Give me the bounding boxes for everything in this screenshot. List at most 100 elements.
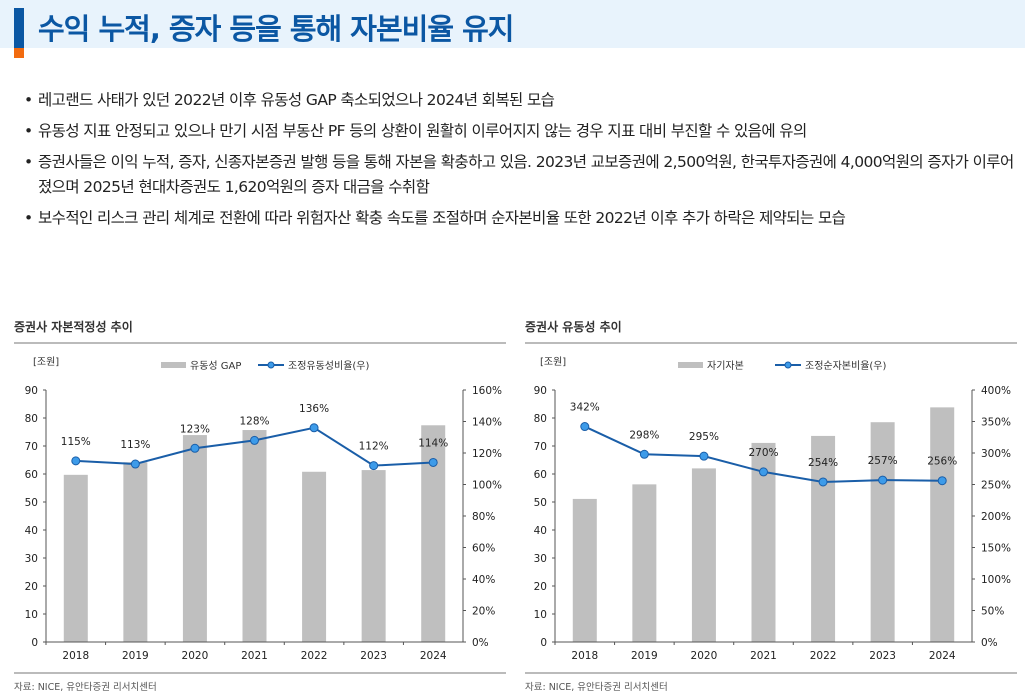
legend-bar-label: 자기자본: [707, 360, 744, 372]
line-marker: [699, 451, 709, 461]
legend-line-marker: [267, 361, 275, 369]
right-tick-label: 400%: [981, 385, 1011, 397]
left-tick-label: 60: [534, 469, 547, 481]
data-label: 256%: [927, 456, 957, 468]
title-accent-blue: [14, 8, 24, 48]
left-tick-label: 70: [25, 441, 38, 453]
divider: [14, 672, 506, 674]
right-tick-label: 0%: [981, 637, 998, 649]
divider: [525, 342, 1017, 344]
bullet-item: • 유동성 지표 안정되고 있으나 만기 시점 부동산 PF 등의 상환이 원활히…: [24, 119, 1014, 144]
right-tick-label: 120%: [472, 448, 502, 460]
bar: [930, 407, 955, 642]
data-label: 115%: [61, 436, 91, 448]
data-label: 270%: [748, 447, 778, 459]
line-marker: [369, 461, 379, 471]
legend-bar-swatch: [678, 362, 703, 368]
data-label: 113%: [120, 439, 150, 451]
data-label: 295%: [689, 431, 719, 443]
left-tick-label: 50: [534, 497, 547, 509]
left-tick-label: 50: [25, 497, 38, 509]
right-tick-label: 140%: [472, 417, 502, 429]
data-label: 123%: [180, 423, 210, 435]
x-tick-label: 2019: [122, 650, 149, 662]
right-tick-label: 350%: [981, 417, 1011, 429]
bullet-text: 레고랜드 사태가 있던 2022년 이후 유동성 GAP 축소되었으나 2024…: [38, 91, 555, 109]
left-tick-label: 20: [534, 581, 547, 593]
bullet-text: 유동성 지표 안정되고 있으나 만기 시점 부동산 PF 등의 상환이 원활히 …: [38, 122, 807, 140]
bar: [870, 422, 895, 642]
data-label: 112%: [359, 441, 389, 453]
x-tick-label: 2023: [869, 650, 896, 662]
left-tick-label: 20: [25, 581, 38, 593]
line-marker: [818, 477, 828, 487]
line-marker: [250, 435, 259, 445]
left-tick-label: 80: [25, 413, 38, 425]
bullet-dot: •: [24, 91, 33, 109]
left-tick-label: 80: [534, 413, 547, 425]
bullet-item: • 보수적인 리스크 관리 체계로 전환에 따라 위험자산 확충 속도를 조절하며…: [24, 206, 1014, 231]
legend-line-label: 조정유동성비율(우): [288, 360, 370, 372]
x-tick-label: 2021: [241, 650, 268, 662]
line-marker: [190, 443, 200, 453]
x-tick-label: 2018: [62, 650, 89, 662]
unit-label: [조원]: [540, 356, 566, 368]
line-marker: [130, 459, 140, 469]
data-label: 342%: [570, 402, 600, 414]
x-tick-label: 2020: [691, 650, 718, 662]
bar: [63, 474, 88, 642]
x-tick-label: 2024: [420, 650, 447, 662]
right-tick-label: 300%: [981, 448, 1011, 460]
x-tick-label: 2020: [182, 650, 209, 662]
right-tick-label: 150%: [981, 543, 1011, 555]
divider: [14, 342, 506, 344]
bar: [242, 430, 267, 642]
chart-title-left: 증권사 자본적정성 추이: [14, 320, 133, 334]
x-tick-label: 2022: [301, 650, 328, 662]
source-left: 자료: NICE, 유안타증권 리서치센터: [14, 682, 157, 693]
x-tick-label: 2022: [810, 650, 837, 662]
left-tick-label: 0: [31, 637, 38, 649]
bullet-dot: •: [24, 153, 33, 171]
line-marker: [937, 476, 947, 486]
bar: [572, 498, 597, 642]
title-accent-orange: [14, 48, 24, 58]
data-label: 257%: [868, 455, 898, 467]
left-tick-label: 70: [534, 441, 547, 453]
x-tick-label: 2024: [929, 650, 956, 662]
left-tick-label: 60: [25, 469, 38, 481]
bar: [691, 468, 716, 642]
data-label: 128%: [239, 415, 269, 427]
capital-ratio-chart: [조원] 자기자본 조정순자본비율(우) 0 10 20 30 40 50 60 70 80 90 0% 5…: [534, 356, 1011, 662]
bullet-list: • 레고랜드 사태가 있던 2022년 이후 유동성 GAP 축소되었으나 202…: [24, 88, 1014, 237]
legend-bar-swatch: [161, 362, 186, 368]
left-tick-label: 90: [25, 385, 38, 397]
chart-title-right: 증권사 유동성 추이: [525, 320, 622, 334]
right-tick-label: 250%: [981, 480, 1011, 492]
left-tick-label: 90: [534, 385, 547, 397]
data-label: 114%: [418, 437, 448, 449]
bar: [182, 435, 207, 642]
x-tick-label: 2021: [750, 650, 777, 662]
bullet-text: 증권사들은 이익 누적, 증자, 신종자본증권 발행 등을 통해 자본을 확충하…: [38, 153, 1014, 196]
left-tick-label: 40: [25, 525, 38, 537]
bar: [421, 425, 446, 642]
left-tick-label: 30: [534, 553, 547, 565]
right-tick-label: 160%: [472, 385, 502, 397]
line-marker: [878, 475, 888, 485]
bar: [361, 470, 386, 642]
bullet-dot: •: [24, 209, 33, 227]
bullet-dot: •: [24, 122, 33, 140]
right-tick-label: 20%: [472, 606, 495, 618]
bar: [302, 471, 327, 642]
left-tick-label: 10: [25, 609, 38, 621]
page-title: 수익 누적, 증자 등을 통해 자본비율 유지: [38, 12, 514, 46]
right-tick-label: 100%: [981, 574, 1011, 586]
right-tick-label: 80%: [472, 511, 495, 523]
line-marker: [580, 422, 590, 432]
legend-line-label: 조정순자본비율(우): [805, 360, 887, 372]
right-tick-label: 50%: [981, 606, 1004, 618]
right-tick-label: 60%: [472, 543, 495, 555]
bullet-text: 보수적인 리스크 관리 체계로 전환에 따라 위험자산 확충 속도를 조절하며 …: [38, 209, 846, 227]
right-tick-label: 40%: [472, 574, 495, 586]
